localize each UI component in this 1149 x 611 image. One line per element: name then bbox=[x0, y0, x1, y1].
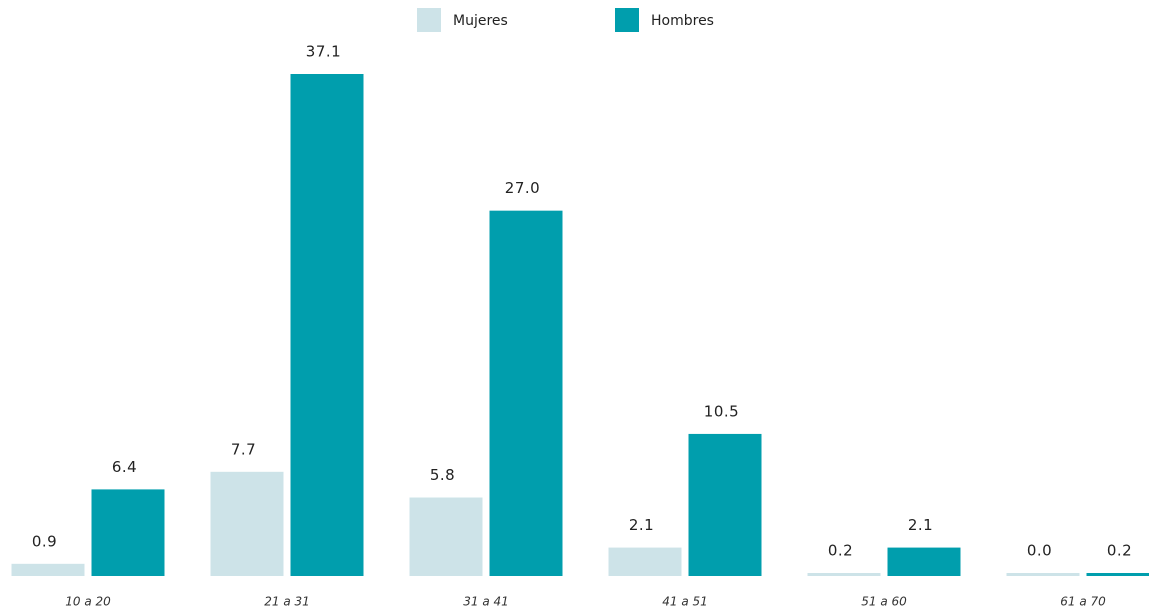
value-label: 2.1 bbox=[908, 516, 933, 534]
legend-label: Hombres bbox=[651, 13, 714, 29]
value-label: 10.5 bbox=[704, 402, 739, 420]
legend-swatch bbox=[417, 8, 441, 32]
value-label: 5.8 bbox=[430, 466, 455, 484]
value-label: 37.1 bbox=[306, 43, 341, 61]
value-label: 0.2 bbox=[828, 542, 853, 560]
value-label: 0.0 bbox=[1027, 542, 1052, 560]
bar bbox=[1086, 573, 1149, 576]
value-label: 6.4 bbox=[112, 458, 137, 476]
bar bbox=[290, 74, 364, 576]
value-label: 2.1 bbox=[629, 516, 654, 534]
value-label: 27.0 bbox=[505, 179, 540, 197]
bar bbox=[688, 433, 762, 576]
bar bbox=[11, 563, 85, 576]
bar bbox=[409, 497, 483, 576]
x-tick-label: 21 a 31 bbox=[264, 595, 310, 609]
legend-label: Mujeres bbox=[453, 13, 508, 29]
bar bbox=[608, 547, 682, 576]
value-label: 7.7 bbox=[231, 440, 256, 458]
x-tick-label: 51 a 60 bbox=[861, 595, 907, 609]
bar bbox=[91, 489, 165, 576]
legend-swatch bbox=[615, 8, 639, 32]
value-label: 0.2 bbox=[1107, 542, 1132, 560]
x-tick-label: 31 a 41 bbox=[463, 595, 509, 609]
bar bbox=[1006, 573, 1080, 576]
value-label: 0.9 bbox=[32, 532, 57, 550]
bar bbox=[887, 547, 961, 576]
bar bbox=[807, 573, 881, 576]
bar bbox=[489, 210, 563, 576]
x-tick-label: 41 a 51 bbox=[662, 595, 708, 609]
x-tick-label: 10 a 20 bbox=[65, 595, 111, 609]
x-tick-label: 61 a 70 bbox=[1060, 595, 1106, 609]
bar bbox=[210, 471, 284, 576]
